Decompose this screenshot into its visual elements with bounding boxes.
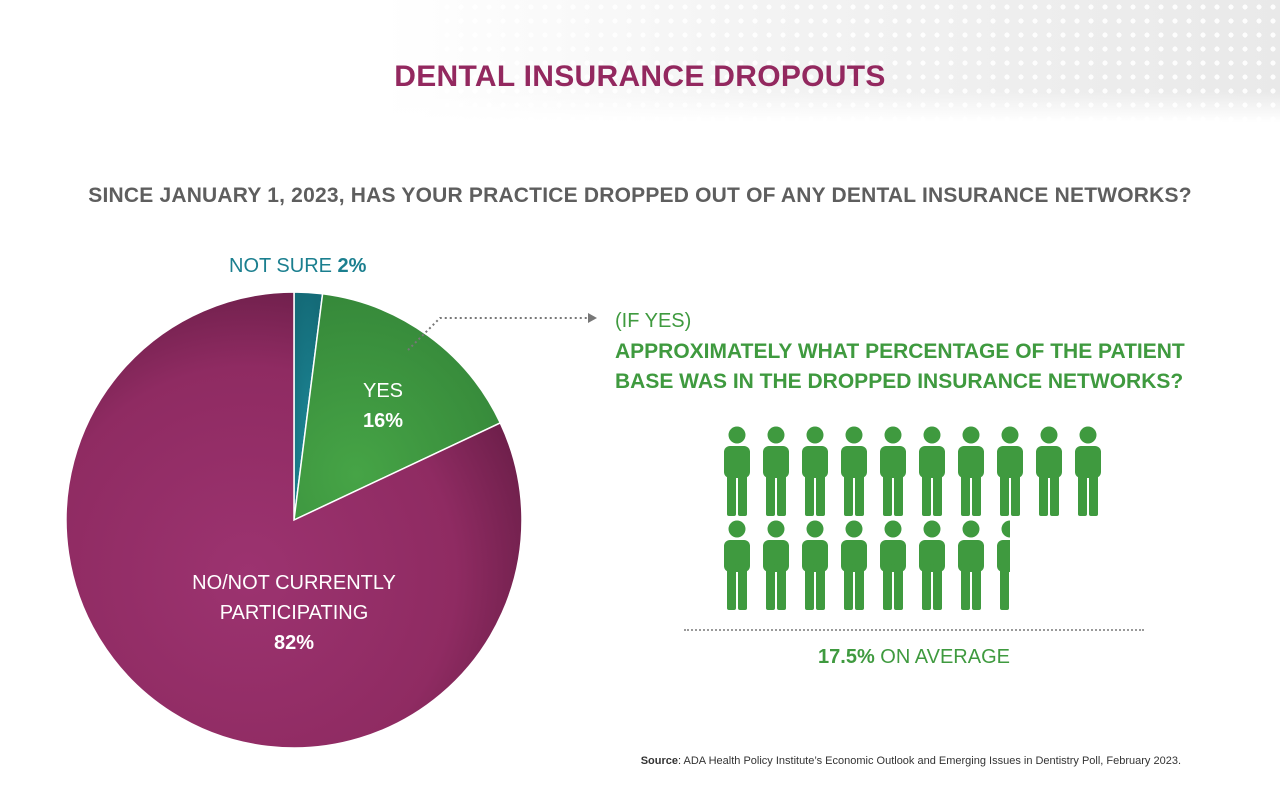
person-icon-partial [997,520,1010,610]
person-icon [919,426,945,516]
not-sure-category: NOT SURE [229,255,332,277]
yes-category: YES [362,380,404,402]
survey-question: SINCE JANUARY 1, 2023, HAS YOUR PRACTICE… [88,184,1192,207]
no-value: 82% [273,632,315,654]
yes-value: 16% [362,410,404,432]
source-note: Source: ADA Health Policy Institute’s Ec… [641,755,1181,767]
yes-slice-label: YES 16% [323,376,443,436]
people-pictogram [724,426,1101,610]
person-icon [880,426,906,516]
person-icon [724,426,750,516]
average-divider [684,629,1144,631]
person-icon [841,426,867,516]
person-icon [841,520,867,610]
not-sure-value: 2% [337,255,367,277]
source-text: : ADA Health Policy Institute’s Economic… [678,755,1181,767]
person-icon [958,520,984,610]
callout-connector [407,313,597,351]
no-category-line-2: PARTICIPATING [219,602,369,624]
page-title: DENTAL INSURANCE DROPOUTS [394,60,886,93]
pie-slice-yes [293,292,502,522]
average-value: 17.5% [818,646,875,668]
person-icon [919,520,945,610]
header-banner [0,0,1280,122]
followup-question-line-1: APPROXIMATELY WHAT PERCENTAGE OF THE PAT… [615,340,1185,363]
connector-arrowhead [588,313,597,323]
followup-prefix: (IF YES) [615,310,692,332]
person-icon [724,520,750,610]
average-caption: 17.5% ON AVERAGE [684,646,1144,669]
person-icon [1036,426,1062,516]
person-icon [802,520,828,610]
person-icon [763,520,789,610]
not-sure-label: NOT SURE 2% [229,255,366,278]
person-icon [1075,426,1101,516]
person-icon [763,426,789,516]
source-label: Source [640,755,679,767]
followup-question-line-2: BASE WAS IN THE DROPPED INSURANCE NETWOR… [615,370,1184,393]
average-text: ON AVERAGE [880,646,1010,668]
pie-chart [65,291,523,749]
pie-slice-no [65,291,523,749]
person-icon [880,520,906,610]
person-icon [997,426,1023,516]
person-icon [802,426,828,516]
no-slice-label: NO/NOT CURRENTLY PARTICIPATING 82% [144,568,444,658]
person-icon [958,426,984,516]
followup-question: APPROXIMATELY WHAT PERCENTAGE OF THE PAT… [615,337,1255,397]
no-category-line-1: NO/NOT CURRENTLY [192,572,396,594]
